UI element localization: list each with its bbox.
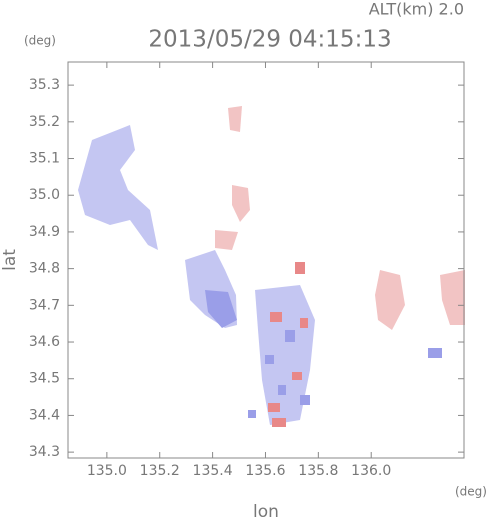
echo-blob <box>375 270 405 330</box>
echo-blob <box>215 230 238 250</box>
echo-cell <box>265 355 274 364</box>
x-tick-label: 135.6 <box>245 463 285 479</box>
x-tick-label: 135.4 <box>193 463 233 479</box>
x-tick-label: 136.0 <box>351 463 391 479</box>
x-tick-label: 135.8 <box>298 463 338 479</box>
plot-frame <box>67 61 465 459</box>
x-axis-label: lon <box>253 502 279 521</box>
echo-blob <box>205 290 237 328</box>
y-tick-label: 34.5 <box>29 371 60 387</box>
y-tick-label: 35.2 <box>29 114 60 130</box>
echo-cell <box>278 385 286 395</box>
echo-cell <box>300 395 310 405</box>
echo-blob <box>78 125 158 250</box>
echo-cell <box>270 312 282 322</box>
y-axis-label: lat <box>0 249 20 271</box>
y-tick-label: 34.8 <box>29 261 60 277</box>
echo-blob <box>232 185 250 222</box>
y-tick-label: 35.0 <box>29 187 60 203</box>
y-unit: (deg) <box>24 34 56 48</box>
chart-title: 2013/05/29 04:15:13 <box>148 27 391 53</box>
echo-cell <box>300 318 308 328</box>
altitude-label: ALT(km) 2.0 <box>369 0 464 19</box>
echo-cell <box>428 348 442 358</box>
echo-cell <box>295 262 305 274</box>
echo-cell <box>268 403 280 412</box>
echo-cell <box>292 372 302 380</box>
y-tick-label: 34.4 <box>29 407 60 423</box>
echo-cell <box>285 330 295 342</box>
echo-blob <box>228 106 242 132</box>
y-tick-label: 34.9 <box>29 224 60 240</box>
echo-blob <box>440 270 465 325</box>
y-tick-label: 34.3 <box>29 444 60 460</box>
x-tick-label: 135.2 <box>140 463 180 479</box>
x-tick-label: 135.0 <box>87 463 127 479</box>
y-tick-label: 35.3 <box>29 77 60 93</box>
y-tick-label: 35.1 <box>29 151 60 167</box>
x-unit: (deg) <box>455 485 487 499</box>
y-tick-label: 34.6 <box>29 334 60 350</box>
echo-cell <box>248 410 256 418</box>
y-tick-label: 34.7 <box>29 297 60 313</box>
echo-field <box>78 106 465 427</box>
echo-cell <box>272 418 286 427</box>
